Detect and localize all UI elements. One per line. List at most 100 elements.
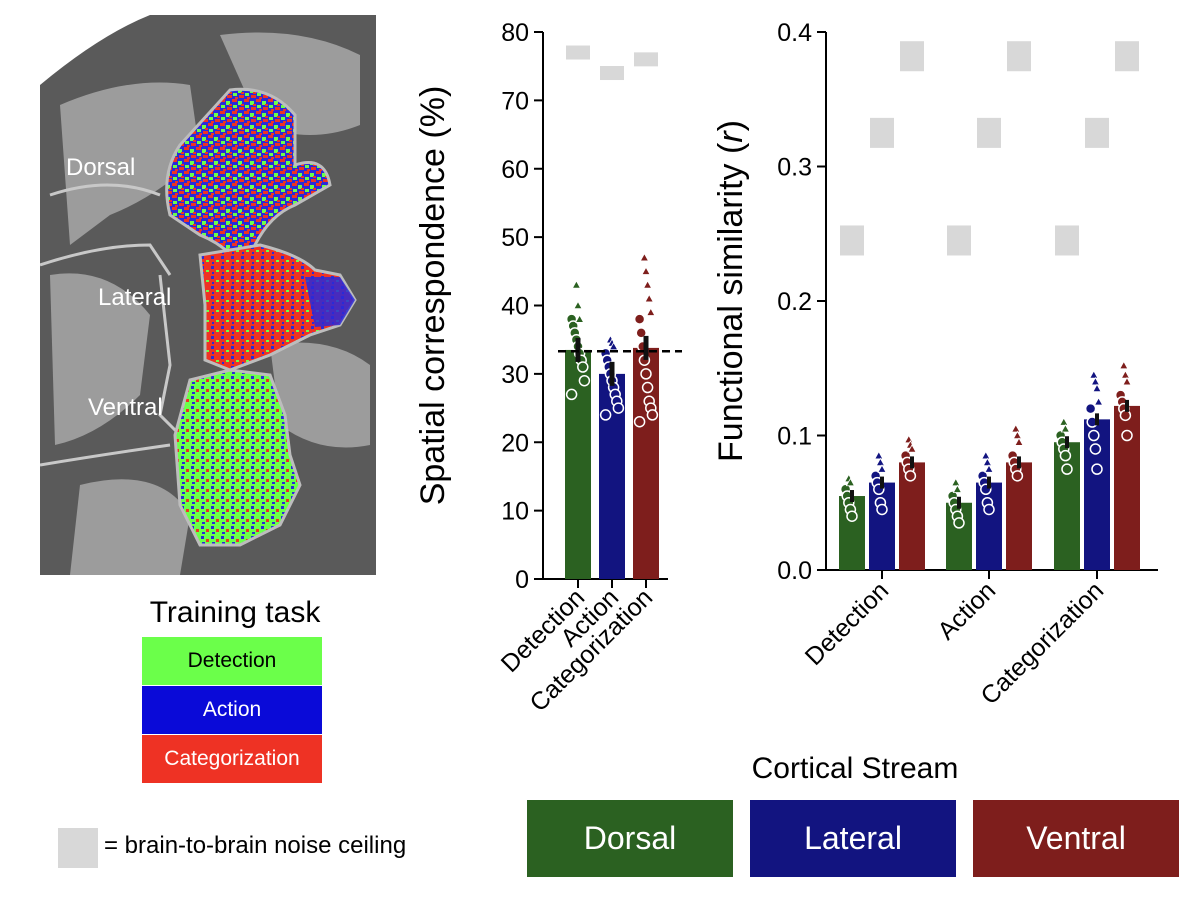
subject-point [876, 503, 888, 516]
y-tick-label: 0.3 [777, 154, 812, 182]
y-tick-label: 60 [501, 156, 529, 184]
noise-ceiling-detection-dorsal [840, 225, 864, 256]
subject-triangle [984, 464, 994, 473]
noise-ceiling-swatch [58, 828, 98, 868]
subject-triangle [1093, 397, 1104, 406]
noise-ceiling-action-ventral [1007, 41, 1031, 72]
y-tick-label: 10 [501, 498, 529, 526]
x-tick-label-detection: Detection [800, 576, 894, 670]
bar-detection [565, 349, 591, 579]
noise-ceiling-categorization [634, 52, 658, 67]
subject-triangle [1089, 370, 1099, 379]
bar-categorization-lateral [1084, 419, 1110, 570]
subject-triangle [571, 280, 582, 289]
y-tick-label: 0.1 [777, 423, 812, 451]
subject-triangle [951, 477, 961, 487]
noise-ceiling-detection [566, 45, 590, 60]
subject-point [640, 368, 652, 380]
training-task-legend-title: Training task [149, 596, 321, 629]
noise-ceiling-action-lateral [977, 117, 1001, 148]
subject-point [904, 470, 917, 482]
subject-point [1084, 402, 1097, 415]
subject-point [578, 374, 591, 387]
stream-lateral-label: Lateral [804, 820, 902, 856]
subject-point [599, 409, 612, 421]
subject-point [983, 503, 995, 516]
noise-ceiling-action [600, 66, 624, 81]
subject-triangle [907, 444, 917, 453]
functional-similarity-chart: 0.0 0.1 0.2 0.3 0.4 Functional similarity (r)… [712, 19, 1158, 710]
subject-point [646, 409, 659, 421]
y-axis-label: Functional similarity (r) [712, 120, 750, 462]
stream-dorsal-label: Dorsal [583, 820, 677, 856]
subject-triangle [642, 280, 653, 289]
stream-dorsal: Dorsal [527, 800, 733, 877]
legend-action: Action [142, 686, 322, 734]
subject-point [633, 415, 646, 428]
subject-point [635, 327, 647, 339]
subject-point [1059, 449, 1072, 462]
subject-triangle [1120, 370, 1131, 379]
subject-triangle [952, 484, 963, 493]
subject-triangle [1060, 423, 1071, 433]
subject-point [612, 402, 625, 414]
cortical-flatmap: Dorsal Lateral Ventral [40, 15, 376, 575]
subject-point [1061, 463, 1073, 475]
subject-triangle [1012, 430, 1023, 440]
subject-triangle [982, 457, 993, 467]
subject-triangle [646, 307, 656, 316]
legend-action-label: Action [202, 698, 262, 721]
subject-triangle [1119, 360, 1129, 370]
noise-ceiling-categorization-ventral [1115, 41, 1139, 72]
y-tick-label: 70 [501, 87, 529, 115]
subject-triangle [1011, 423, 1021, 433]
noise-ceiling-categorization-dorsal [1055, 225, 1079, 256]
subject-triangle [981, 450, 991, 460]
subject-triangle [1122, 376, 1132, 386]
y-tick-label: 0.0 [777, 557, 812, 585]
legend-categorization-label: Categorization [164, 747, 300, 770]
subject-triangle [641, 266, 651, 275]
x-tick-label-action: Action [932, 576, 1001, 645]
subject-point [1091, 463, 1103, 475]
y-axis-label: Spatial correspondence (%) [414, 86, 452, 506]
subject-point [1088, 429, 1100, 442]
subject-point [565, 388, 578, 401]
bar-detection-lateral [869, 482, 895, 570]
legend-detection: Detection [142, 637, 322, 685]
subject-point [1089, 443, 1102, 455]
bar-categorization-dorsal [1054, 442, 1080, 570]
subject-triangle [1092, 383, 1102, 393]
subject-point [1011, 470, 1024, 482]
y-tick-label: 80 [501, 19, 529, 47]
subject-triangle [639, 252, 650, 262]
y-tick-label: 0.2 [777, 288, 812, 316]
subject-point [953, 517, 965, 529]
subject-triangle [644, 293, 654, 303]
noise-ceiling-detection-ventral [900, 41, 924, 72]
y-tick-label: 30 [501, 361, 529, 389]
bar-action-lateral [976, 482, 1002, 570]
y-tick-label: 40 [501, 293, 529, 321]
y-tick-label: 20 [501, 429, 529, 457]
stream-lateral: Lateral [750, 800, 956, 877]
brain-label-dorsal: Dorsal [66, 154, 135, 181]
legend-categorization: Categorization [142, 735, 322, 783]
y-tick-label: 0 [515, 566, 529, 594]
spatial-correspondence-chart: 0 10 20 30 40 50 60 70 80 Spatial correspondence … [414, 19, 682, 717]
noise-ceiling-action-dorsal [947, 225, 971, 256]
brain-label-lateral: Lateral [98, 284, 171, 311]
subject-triangle [1090, 376, 1101, 386]
legend-detection-label: Detection [187, 649, 277, 672]
subject-triangle [845, 477, 856, 487]
stream-ventral: Ventral [973, 800, 1179, 877]
subject-point [633, 313, 646, 325]
subject-triangle [904, 434, 914, 444]
subject-point [846, 510, 858, 522]
stream-ventral-label: Ventral [1026, 820, 1126, 856]
subject-triangle [1059, 417, 1069, 426]
subject-point [577, 361, 589, 373]
subject-triangle [874, 450, 884, 460]
subject-triangle [573, 300, 583, 310]
cortical-stream-title: Cortical Stream [751, 752, 959, 785]
